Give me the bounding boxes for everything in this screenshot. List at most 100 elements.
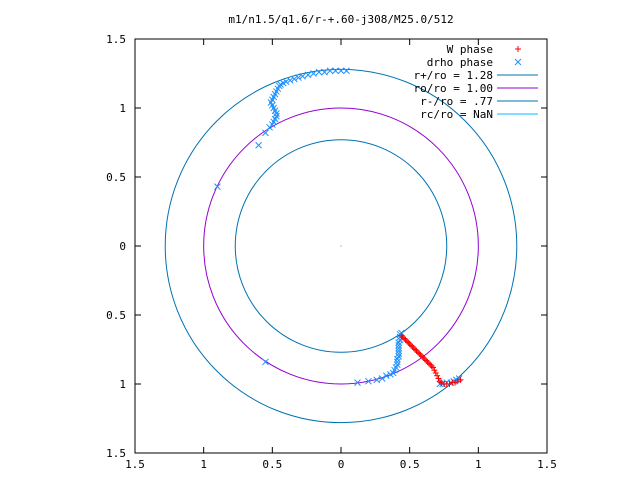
chart-title: m1/n1.5/q1.6/r-+.60-j308/M25.0/512 xyxy=(228,13,453,26)
drho-phase-point xyxy=(382,372,390,380)
w-phase-point xyxy=(427,361,434,368)
marker-stroke xyxy=(455,375,463,382)
y-tick-label: 0.5 xyxy=(106,309,126,322)
drho-phase-point xyxy=(286,77,294,84)
drho-phase-point xyxy=(315,68,323,76)
w-phase-point xyxy=(416,350,423,357)
w-phase-point xyxy=(454,378,461,385)
drho-phase-point xyxy=(395,353,403,360)
x-tick-label: 1.5 xyxy=(537,458,557,471)
x-tick-label: 1 xyxy=(200,458,207,471)
w-phase-point xyxy=(430,364,437,371)
drho-phase-point xyxy=(378,375,386,382)
marker-stroke xyxy=(299,72,306,80)
marker-stroke xyxy=(295,74,302,81)
marker-stroke xyxy=(262,358,269,366)
drho-phase-point xyxy=(262,358,269,366)
legend-marker xyxy=(515,46,521,52)
drho-phase-point xyxy=(365,377,372,385)
w-phase-point xyxy=(398,332,405,339)
legend-label: drho phase xyxy=(427,56,493,69)
marker-stroke xyxy=(326,67,334,75)
w-phase-point xyxy=(408,342,415,349)
w-phase-point xyxy=(431,367,438,374)
series-w-phase xyxy=(398,332,464,387)
origin-point xyxy=(340,245,342,247)
marker-stroke xyxy=(395,347,403,355)
marker-stroke xyxy=(337,67,345,75)
circle-1-28 xyxy=(164,68,518,424)
w-phase-point xyxy=(405,339,412,346)
y-tick-label: 1.5 xyxy=(106,447,126,460)
y-tick-label: 0 xyxy=(119,240,126,253)
w-phase-point xyxy=(420,354,427,361)
drho-phase-point xyxy=(321,68,328,76)
marker-stroke xyxy=(321,68,328,76)
x-tick-label: 0.5 xyxy=(400,458,420,471)
w-phase-point xyxy=(425,360,432,367)
marker-stroke xyxy=(266,123,273,131)
w-phase-point xyxy=(432,369,439,376)
drho-phase-point xyxy=(343,67,350,75)
w-phase-point xyxy=(399,334,406,341)
marker-stroke xyxy=(373,376,381,384)
marker-stroke xyxy=(273,110,280,117)
w-phase-point xyxy=(419,353,426,360)
legend-label: ro/ro = 1.00 xyxy=(414,82,493,95)
drho-phase-point xyxy=(299,72,306,80)
marker-stroke xyxy=(395,342,403,349)
marker-stroke xyxy=(271,107,279,115)
drho-phase-point xyxy=(214,183,221,191)
legend-label: r+/ro = 1.28 xyxy=(414,69,493,82)
marker-stroke xyxy=(365,377,372,385)
w-phase-point xyxy=(451,379,458,386)
drho-phase-point xyxy=(290,75,298,83)
marker-stroke xyxy=(214,183,221,191)
w-phase-point xyxy=(438,379,445,386)
drho-phase-point xyxy=(266,123,273,131)
marker-stroke xyxy=(290,75,298,83)
marker-stroke xyxy=(514,58,522,66)
drho-phase-point xyxy=(395,344,403,352)
y-tick-label: 0.5 xyxy=(106,171,126,184)
legend-label: r-/ro = .77 xyxy=(420,95,493,108)
marker-stroke xyxy=(378,375,386,382)
x-tick-label: 0 xyxy=(338,458,345,471)
marker-stroke xyxy=(332,67,339,75)
marker-stroke xyxy=(393,361,401,369)
legend-marker xyxy=(514,58,522,66)
x-tick-label: 1.5 xyxy=(125,458,145,471)
w-phase-point xyxy=(423,357,430,364)
marker-stroke xyxy=(354,379,361,386)
drho-phase-point xyxy=(455,375,463,382)
drho-phase-point xyxy=(337,67,345,75)
w-phase-point xyxy=(436,378,443,385)
marker-stroke xyxy=(395,350,403,357)
legend-label: W phase xyxy=(447,43,493,56)
marker-stroke xyxy=(310,70,317,77)
w-phase-point xyxy=(401,335,408,342)
drho-phase-point xyxy=(395,350,403,357)
w-phase-point xyxy=(413,347,420,354)
marker-stroke xyxy=(262,129,269,137)
marker-stroke xyxy=(395,353,403,360)
marker-stroke xyxy=(343,67,350,75)
drho-phase-point xyxy=(393,358,401,366)
w-phase-point xyxy=(446,381,453,387)
y-tick-label: 1 xyxy=(119,378,126,391)
marker-stroke xyxy=(270,104,278,112)
drho-phase-point xyxy=(332,67,339,75)
w-phase-point xyxy=(402,336,409,343)
legend-label: rc/ro = NaN xyxy=(420,108,493,121)
w-phase-point xyxy=(457,376,464,383)
x-tick-label: 0.5 xyxy=(262,458,282,471)
w-phase-point xyxy=(403,338,410,345)
circle-1 xyxy=(203,107,479,385)
drho-phase-point xyxy=(273,110,280,117)
drho-phase-point xyxy=(310,70,317,77)
w-phase-point xyxy=(434,372,441,379)
drho-phase-point xyxy=(395,342,403,349)
marker-stroke xyxy=(267,99,275,106)
